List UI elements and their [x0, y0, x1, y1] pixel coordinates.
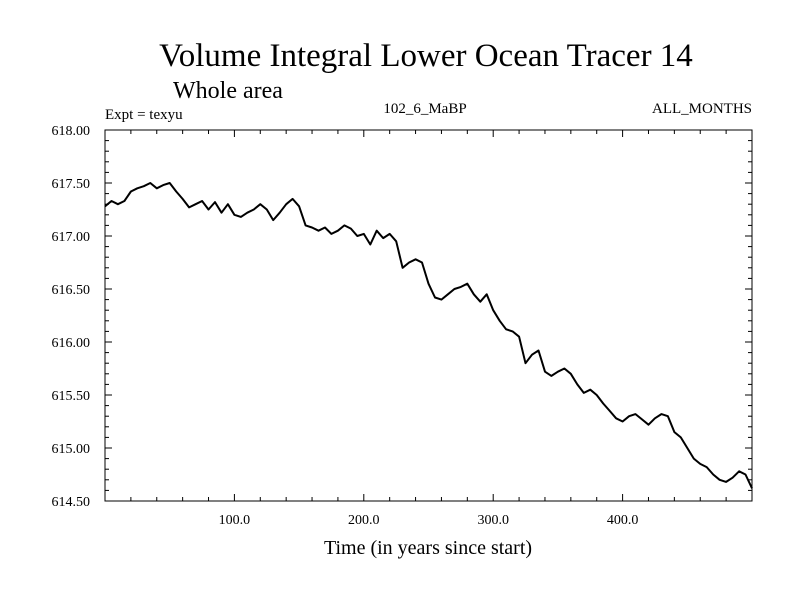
y-tick-label: 617.00 [52, 230, 91, 245]
period-label: 102_6_MaBP [383, 101, 466, 117]
y-tick-label: 618.00 [52, 124, 91, 139]
y-axis: 614.50 615.00 615.50 616.00 616.50 617.00 617.… [52, 124, 752, 510]
y-tick-label: 615.50 [52, 389, 91, 404]
experiment-label: Expt = texyu [105, 107, 183, 123]
series-line [104, 182, 753, 489]
y-tick-label: 616.00 [52, 336, 91, 351]
y-tick-label: 617.50 [52, 177, 91, 192]
series-group [104, 182, 753, 489]
y-tick-label: 616.50 [52, 283, 91, 298]
x-axis: 100.0 200.0 300.0 400.0 [130, 130, 727, 528]
x-tick-label: 100.0 [219, 513, 251, 528]
chart-title: Volume Integral Lower Ocean Tracer 14 [159, 38, 693, 74]
y-tick-label: 614.50 [52, 495, 91, 510]
x-tick-label: 200.0 [348, 513, 380, 528]
months-label: ALL_MONTHS [652, 101, 752, 117]
x-tick-label: 400.0 [607, 513, 639, 528]
plot-frame [104, 129, 753, 502]
chart-subtitle: Whole area [173, 78, 283, 104]
x-tick-label: 300.0 [477, 513, 509, 528]
y-tick-label: 615.00 [52, 442, 91, 457]
x-axis-label: Time (in years since start) [324, 537, 532, 559]
